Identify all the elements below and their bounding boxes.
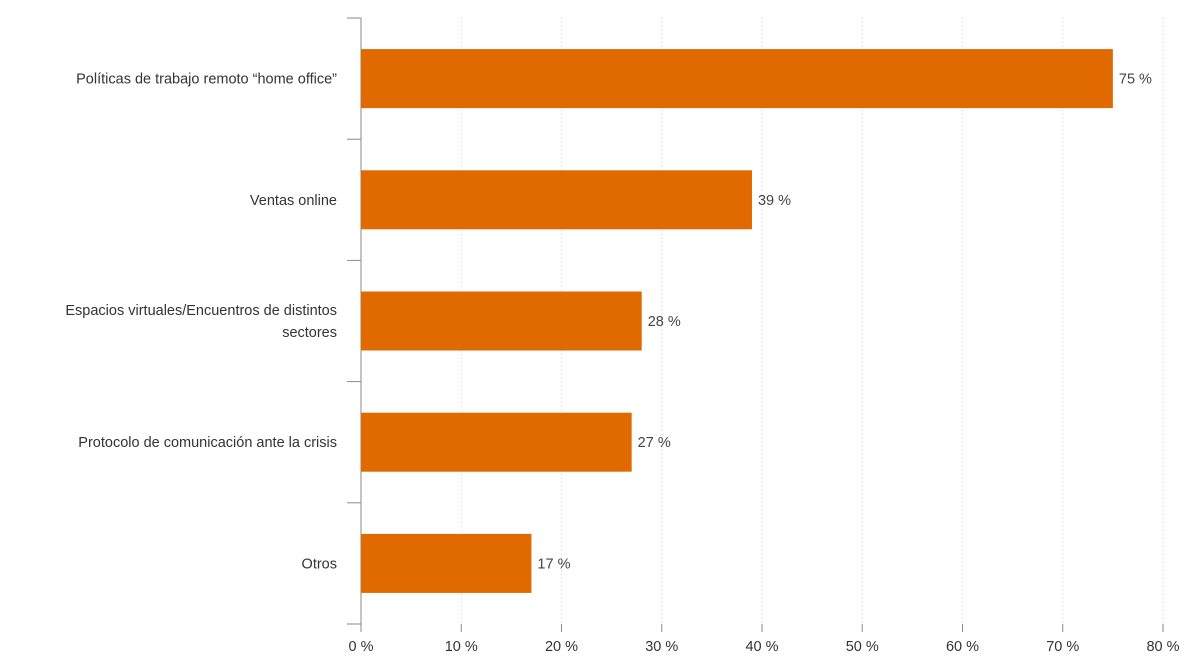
bar — [361, 291, 642, 351]
bars — [361, 49, 1113, 593]
data-label: 75 % — [1119, 72, 1152, 88]
data-label: 27 % — [638, 435, 671, 451]
bar — [361, 49, 1113, 109]
category-label: Ventas online — [250, 193, 337, 209]
grid-lines — [460, 18, 1164, 624]
category-label: Políticas de trabajo remoto “home office… — [76, 72, 337, 88]
x-tick-label: 60 % — [946, 639, 979, 655]
x-tick-label: 0 % — [349, 639, 374, 655]
category-label: Protocolo de comunicación ante la crisis — [78, 435, 337, 451]
x-tick-label: 80 % — [1146, 639, 1179, 655]
labels: 0 % 10 % 20 % 30 % 40 % 50 % 60 % 70 % 80 % 75 % P… — [65, 72, 1179, 655]
category-label: Otros — [302, 556, 337, 572]
x-tick-label: 30 % — [645, 639, 678, 655]
bar — [361, 412, 632, 472]
bar — [361, 170, 752, 230]
x-tick-label: 10 % — [445, 639, 478, 655]
data-label: 28 % — [648, 314, 681, 330]
category-label: Espacios virtuales/Encuentros de distint… — [65, 303, 337, 341]
x-tick-label: 20 % — [545, 639, 578, 655]
x-tick-label: 40 % — [745, 639, 778, 655]
data-label: 39 % — [758, 193, 791, 209]
bar — [361, 533, 532, 593]
data-label: 17 % — [537, 556, 570, 572]
x-tick-label: 70 % — [1046, 639, 1079, 655]
x-tick-label: 50 % — [846, 639, 879, 655]
